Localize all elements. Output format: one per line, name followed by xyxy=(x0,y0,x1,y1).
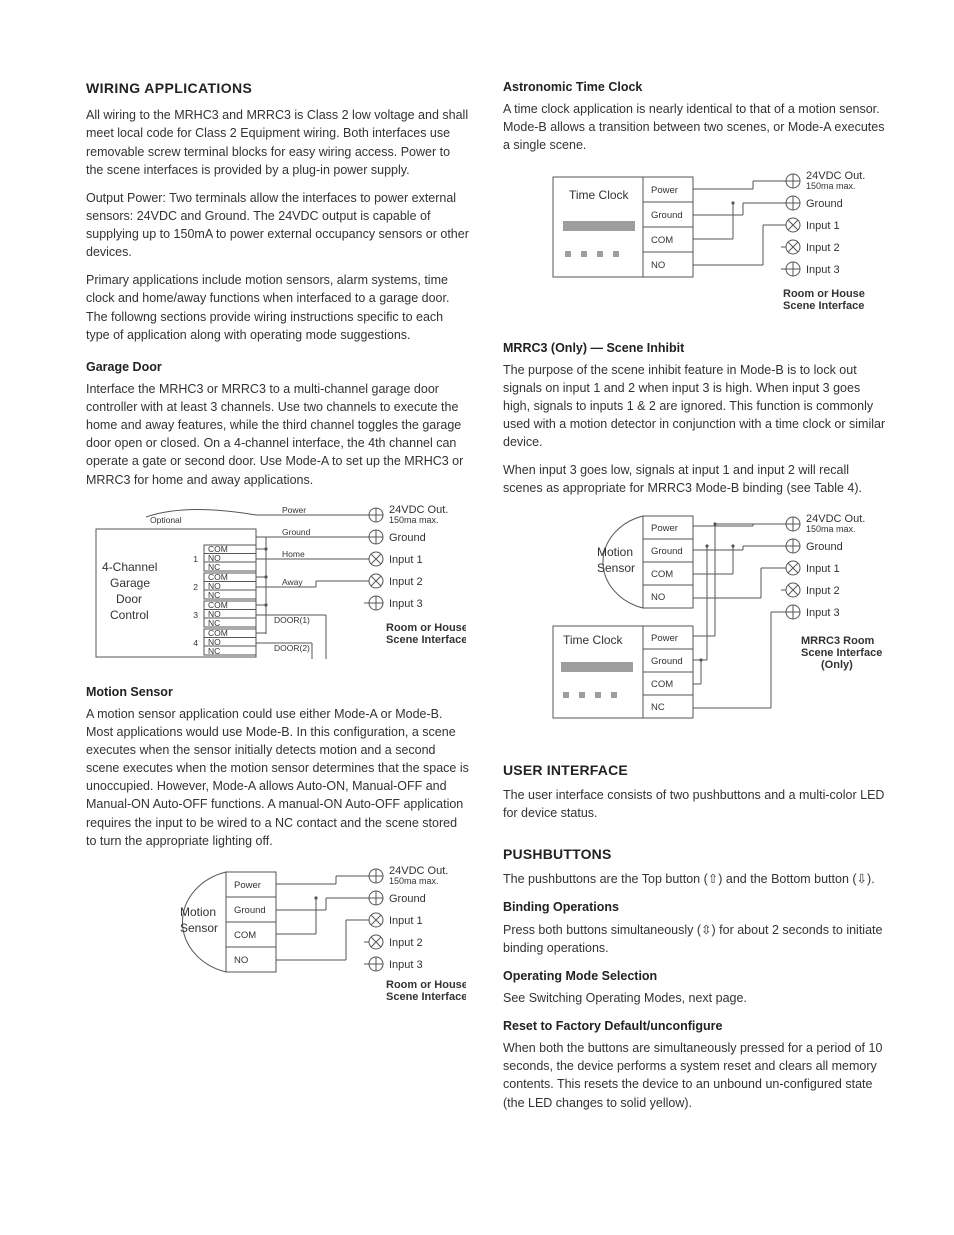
io-label: Ground xyxy=(389,532,426,544)
svg-text:NC: NC xyxy=(208,646,220,656)
svg-text:3: 3 xyxy=(193,610,198,620)
svg-text:Power: Power xyxy=(651,633,678,644)
paragraph: See Switching Operating Modes, next page… xyxy=(503,989,886,1007)
io-label: Input 2 xyxy=(389,576,423,588)
subheading-motion-sensor: Motion Sensor xyxy=(86,683,469,701)
diagram-caption: Room or House Scene Interface xyxy=(783,288,868,312)
heading-wiring-applications: WIRING APPLICATIONS xyxy=(86,78,469,98)
io-label: Input 3 xyxy=(389,598,423,610)
heading-user-interface: USER INTERFACE xyxy=(503,760,886,780)
device-label: Time Clock xyxy=(569,188,630,202)
bottom-button-glyph-icon: ⇩ xyxy=(857,872,867,886)
svg-text:Ground: Ground xyxy=(234,905,266,916)
paragraph: When both the buttons are simultaneously… xyxy=(503,1039,886,1112)
svg-text:NC: NC xyxy=(208,562,220,572)
paragraph: Output Power: Two terminals allow the in… xyxy=(86,189,469,262)
paragraph-binding: Press both buttons simultaneously (⇳) fo… xyxy=(503,921,886,957)
device-label: Time Clock xyxy=(563,633,624,647)
svg-text:NO: NO xyxy=(651,260,665,271)
svg-text:NO: NO xyxy=(651,592,665,603)
svg-text:DOOR(1): DOOR(1) xyxy=(274,615,310,625)
svg-text:NO: NO xyxy=(234,955,248,966)
svg-text:Ground: Ground xyxy=(282,527,311,537)
svg-text:Input 3: Input 3 xyxy=(389,959,423,971)
paragraph: A motion sensor application could use ei… xyxy=(86,705,469,850)
diagram-caption: Room or House Scene Interface xyxy=(386,622,466,646)
diagram-time-clock: Power Ground COM NO Time Clock xyxy=(503,165,886,325)
svg-text:Power: Power xyxy=(282,505,306,515)
both-buttons-glyph-icon: ⇳ xyxy=(701,923,711,937)
svg-text:Ground: Ground xyxy=(651,656,683,667)
svg-text:1: 1 xyxy=(193,554,198,564)
heading-pushbuttons: PUSHBUTTONS xyxy=(503,844,886,864)
subheading-garage-door: Garage Door xyxy=(86,358,469,376)
svg-text:COM: COM xyxy=(651,679,673,690)
svg-text:Input 2: Input 2 xyxy=(389,937,423,949)
io-label: Input 1 xyxy=(389,554,423,566)
paragraph: When input 3 goes low, signals at input … xyxy=(503,461,886,497)
top-button-glyph-icon: ⇧ xyxy=(708,872,718,886)
diagram-scene-inhibit: Power Ground COM NO Motion Sensor Power … xyxy=(503,508,886,738)
svg-text:Ground: Ground xyxy=(806,541,843,553)
svg-text:COM: COM xyxy=(234,930,256,941)
diagram-caption: MRRC3 Room Scene Interface (Only) xyxy=(801,635,883,671)
diagram-garage-door: 24VDC Out. 150ma max. Ground Input 1 Inp… xyxy=(86,499,469,669)
svg-text:Power: Power xyxy=(651,523,678,534)
svg-text:Input 1: Input 1 xyxy=(389,915,423,927)
svg-text:Input 3: Input 3 xyxy=(806,264,840,276)
svg-text:Input 3: Input 3 xyxy=(806,607,840,619)
io-label: 150ma max. xyxy=(389,515,439,525)
svg-text:Power: Power xyxy=(234,880,261,891)
svg-text:Power: Power xyxy=(651,185,678,196)
page: WIRING APPLICATIONS All wiring to the MR… xyxy=(0,0,954,1235)
svg-text:150ma max.: 150ma max. xyxy=(389,876,439,886)
svg-text:Input 1: Input 1 xyxy=(806,220,840,232)
paragraph: A time clock application is nearly ident… xyxy=(503,100,886,154)
paragraph: The purpose of the scene inhibit feature… xyxy=(503,361,886,452)
svg-text:Input 1: Input 1 xyxy=(806,563,840,575)
subheading-operating-mode: Operating Mode Selection xyxy=(503,967,886,985)
svg-text:DOOR(2): DOOR(2) xyxy=(274,643,310,653)
svg-text:Ground: Ground xyxy=(651,546,683,557)
svg-text:COM: COM xyxy=(651,569,673,580)
paragraph: All wiring to the MRHC3 and MRRC3 is Cla… xyxy=(86,106,469,179)
svg-text:150ma max.: 150ma max. xyxy=(806,181,856,191)
svg-text:Home: Home xyxy=(282,549,305,559)
svg-text:Ground: Ground xyxy=(651,210,683,221)
svg-text:Away: Away xyxy=(282,577,303,587)
svg-text:Input 2: Input 2 xyxy=(806,242,840,254)
diagram-caption: Room or House Scene Interface xyxy=(386,979,466,1003)
diagram-motion-sensor: Power Ground COM NO Motion Sensor xyxy=(86,860,469,1010)
right-column: Astronomic Time Clock A time clock appli… xyxy=(503,78,886,1171)
paragraph-pushbuttons: The pushbuttons are the Top button (⇧) a… xyxy=(503,870,886,888)
svg-text:150ma max.: 150ma max. xyxy=(806,524,856,534)
subheading-binding-operations: Binding Operations xyxy=(503,898,886,916)
svg-text:4: 4 xyxy=(193,638,198,648)
svg-text:Input 2: Input 2 xyxy=(806,585,840,597)
paragraph: Interface the MRHC3 or MRRC3 to a multi-… xyxy=(86,380,469,489)
subheading-reset-factory: Reset to Factory Default/unconfigure xyxy=(503,1017,886,1035)
subheading-astronomic-time-clock: Astronomic Time Clock xyxy=(503,78,886,96)
svg-text:NC: NC xyxy=(208,590,220,600)
svg-text:NC: NC xyxy=(651,702,665,713)
paragraph: The user interface consists of two pushb… xyxy=(503,786,886,822)
svg-text:Optional: Optional xyxy=(150,515,182,525)
paragraph: Primary applications include motion sens… xyxy=(86,271,469,344)
svg-text:2: 2 xyxy=(193,582,198,592)
left-column: WIRING APPLICATIONS All wiring to the MR… xyxy=(86,78,469,1171)
svg-text:Ground: Ground xyxy=(806,198,843,210)
svg-text:Ground: Ground xyxy=(389,893,426,905)
subheading-scene-inhibit: MRRC3 (Only) — Scene Inhibit xyxy=(503,339,886,357)
svg-text:COM: COM xyxy=(651,235,673,246)
svg-text:NC: NC xyxy=(208,618,220,628)
